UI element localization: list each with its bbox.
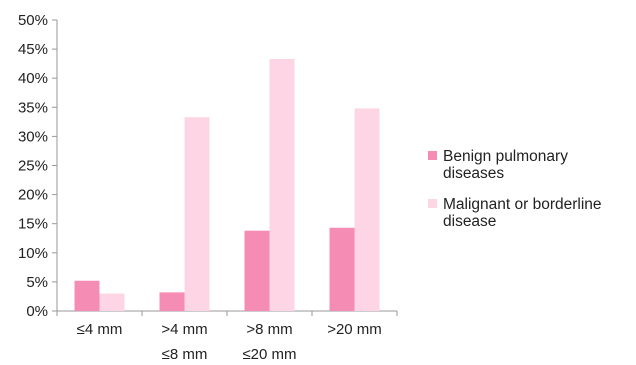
legend-swatch-1 xyxy=(428,151,437,160)
y-tick-label: 20% xyxy=(18,187,48,204)
bar-series-1-1 xyxy=(74,280,100,311)
x-tick-label: >4 mm ≤8 mm xyxy=(161,321,207,363)
bar-series-1-4 xyxy=(329,227,355,311)
legend-swatch-2 xyxy=(428,199,437,208)
y-tick-label: 25% xyxy=(18,158,48,175)
bars xyxy=(74,58,380,312)
legend-label-1: Benign pulmonary diseases xyxy=(443,148,568,182)
y-tick-label: 15% xyxy=(18,216,48,233)
bar-series-2-2 xyxy=(184,117,210,311)
x-tick-label: >20 mm xyxy=(327,321,382,338)
y-tick-label: 50% xyxy=(18,12,48,29)
y-tick-label: 30% xyxy=(18,128,48,145)
y-tick-label: 45% xyxy=(18,41,48,58)
x-tick-label: ≤4 mm xyxy=(77,321,123,338)
bar-series-2-3 xyxy=(269,58,295,311)
y-tick-label: 10% xyxy=(18,245,48,262)
legend-label-2: Malignant or borderline disease xyxy=(443,196,602,230)
y-tick-label: 35% xyxy=(18,99,48,116)
y-axis: 0% 5% 10% 15% 20% 25% 30% 35% 40% 45% 50% xyxy=(18,12,58,320)
bar-series-2-4 xyxy=(354,108,380,312)
x-tick-label: >8 mm ≤20 mm xyxy=(242,321,296,363)
bar-series-1-2 xyxy=(159,292,185,311)
y-tick-label: 40% xyxy=(18,70,48,87)
x-axis: ≤4 mm >4 mm ≤8 mm >8 mm ≤20 mm >20 mm xyxy=(56,310,398,363)
bar-series-1-3 xyxy=(244,230,270,311)
legend: Benign pulmonary diseases Malignant or bor… xyxy=(428,148,602,230)
y-tick-label: 0% xyxy=(26,303,48,320)
y-tick-label: 5% xyxy=(26,274,48,291)
bar-series-2-1 xyxy=(99,293,125,311)
